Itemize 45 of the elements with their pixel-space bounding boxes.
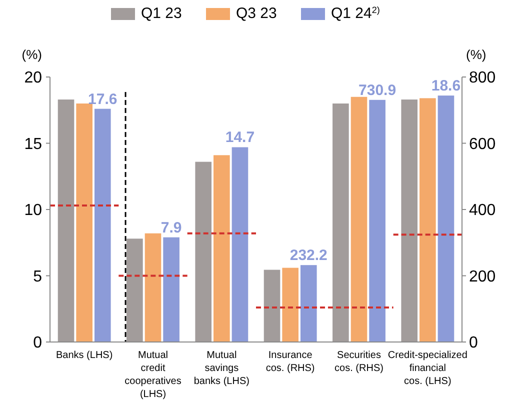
y2-tick-label: 200 [469, 268, 496, 286]
data-label: 14.7 [225, 129, 255, 146]
legend-label: Q1 23 [141, 5, 182, 22]
y-axis-title: (%) [22, 47, 42, 62]
y2-axis-title: (%) [466, 47, 486, 62]
y-tick-label: 0 [33, 334, 42, 352]
bar [232, 147, 248, 342]
bar [300, 265, 317, 342]
bar [264, 270, 280, 342]
bar [195, 162, 212, 342]
y2-tick-label: 0 [469, 334, 478, 352]
bar [214, 155, 230, 342]
x-tick-label: Credit-specialized financial cos. (LHS) [388, 350, 468, 387]
bar [438, 96, 454, 342]
y-tick-label: 5 [33, 268, 42, 286]
bar [369, 100, 386, 342]
bar [350, 96, 368, 342]
y-tick-label: 15 [24, 136, 42, 153]
x-tick-label: Banks (LHS) [56, 350, 113, 361]
bar [76, 104, 92, 342]
x-tick-label: Mutual savings banks (LHS) [194, 350, 250, 387]
data-label: 232.2 [290, 247, 328, 264]
legend-label: Q3 23 [236, 5, 277, 22]
bar [401, 100, 418, 342]
x-tick-label: Securities cos. (RHS) [334, 350, 384, 374]
y2-tick-label: 400 [469, 202, 496, 220]
x-tick-label: Mutual credit cooperatives (LHS) [124, 350, 182, 400]
legend-label: Q1 24$^{2)}$ [331, 5, 380, 22]
bar [163, 237, 180, 342]
bar [144, 233, 162, 342]
x-tick-label: Insurance cos. (RHS) [266, 350, 315, 374]
y2-tick-label: 600 [469, 136, 496, 153]
bar [94, 108, 111, 342]
data-label: 730.9 [358, 82, 396, 99]
y-tick-label: 20 [24, 70, 42, 87]
bar [58, 100, 74, 342]
y-tick-label: 10 [24, 202, 42, 220]
data-label: 18.6 [431, 78, 461, 95]
data-label: 7.9 [160, 219, 182, 236]
bar [420, 98, 436, 342]
y2-tick-label: 800 [469, 70, 496, 87]
data-label: 17.6 [88, 90, 118, 108]
bar [126, 238, 143, 342]
bar [282, 268, 298, 342]
bar [332, 104, 349, 342]
